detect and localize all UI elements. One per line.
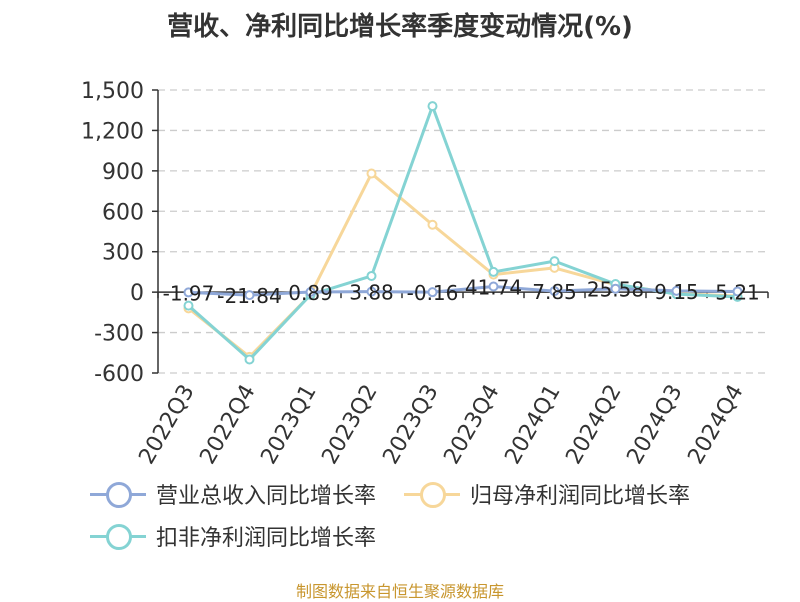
data-point <box>244 354 255 365</box>
data-label: 41.74 <box>465 276 522 300</box>
data-label: -21.84 <box>217 284 281 308</box>
data-point <box>244 290 255 301</box>
data-point <box>671 285 682 296</box>
data-point <box>427 287 438 298</box>
x-tick-label: 2024Q2 <box>561 381 626 469</box>
data-point <box>183 287 194 298</box>
x-tick-label: 2024Q3 <box>622 381 687 469</box>
x-tick-label: 2023Q3 <box>378 381 443 469</box>
data-label: -1.97 <box>163 281 215 305</box>
legend-circle-icon <box>420 482 446 508</box>
series-line <box>187 172 738 359</box>
y-tick-label: 600 <box>102 200 144 225</box>
data-label: 9.15 <box>654 280 699 304</box>
data-point <box>488 281 499 292</box>
data-point <box>305 287 316 298</box>
data-label: 7.85 <box>532 280 577 304</box>
y-axis: -600 -300 0 300 600 900 1,200 1,500 <box>81 79 159 387</box>
data-point <box>366 286 377 297</box>
x-tick-label: 2024Q4 <box>683 381 748 469</box>
series-line <box>188 285 738 297</box>
legend-item-revenue[interactable]: 营业总收入同比增长率 <box>90 478 376 510</box>
data-labels: -1.97 -21.84 0.89 3.88 -0.16 41.74 7.85 25.58 9.… <box>163 276 760 309</box>
legend-circle-icon <box>106 482 132 508</box>
x-tick-label: 2023Q4 <box>439 381 504 469</box>
data-point <box>549 256 560 267</box>
series-line <box>187 104 738 362</box>
x-tick-label: 2024Q1 <box>500 381 565 469</box>
y-tick-label: 1,500 <box>81 79 144 104</box>
y-tick-label: -600 <box>94 362 144 387</box>
data-point <box>427 219 438 230</box>
data-point <box>427 101 438 112</box>
y-tick-label: 900 <box>102 160 144 185</box>
y-tick-label: 300 <box>102 241 144 266</box>
data-label: 5.21 <box>715 280 760 304</box>
chart-title: 营收、净利同比增长率季度变动情况(%) <box>167 12 633 42</box>
x-tick-label: 2023Q2 <box>317 381 382 469</box>
data-label: 0.89 <box>288 281 333 305</box>
legend-item-deducted-net-profit[interactable]: 扣非净利润同比增长率 <box>90 520 376 552</box>
legend-label: 扣非净利润同比增长率 <box>156 526 377 551</box>
data-point <box>488 266 499 277</box>
x-tick-label: 2023Q1 <box>256 381 321 469</box>
y-tick-label: 1,200 <box>81 119 144 144</box>
grid-lines <box>158 89 768 374</box>
legend-swatch-icon <box>404 480 460 508</box>
data-point <box>366 270 377 281</box>
x-tick-label: 2022Q4 <box>195 381 260 469</box>
data-point <box>366 168 377 179</box>
legend-swatch-icon <box>90 522 146 550</box>
data-point <box>610 283 621 294</box>
y-tick-label: -300 <box>94 322 144 347</box>
x-tick-label: 2022Q3 <box>134 381 199 469</box>
series-layer <box>183 101 743 365</box>
legend-label: 归母净利润同比增长率 <box>470 484 691 509</box>
y-tick-label: 0 <box>130 281 144 306</box>
data-label: -0.16 <box>407 281 459 305</box>
legend-item-net-profit[interactable]: 归母净利润同比增长率 <box>404 478 690 510</box>
legend-swatch-icon <box>90 480 146 508</box>
data-point <box>732 286 743 297</box>
data-point <box>549 286 560 297</box>
legend-label: 营业总收入同比增长率 <box>156 484 377 509</box>
x-axis: 2022Q32022Q42023Q12023Q22023Q32023Q42024… <box>134 291 769 469</box>
data-source-note: 制图数据来自恒生聚源数据库 <box>295 582 504 601</box>
data-label: 3.88 <box>349 281 394 305</box>
legend-circle-icon <box>106 524 132 550</box>
data-point <box>183 300 194 311</box>
data-label: 25.58 <box>587 278 644 302</box>
